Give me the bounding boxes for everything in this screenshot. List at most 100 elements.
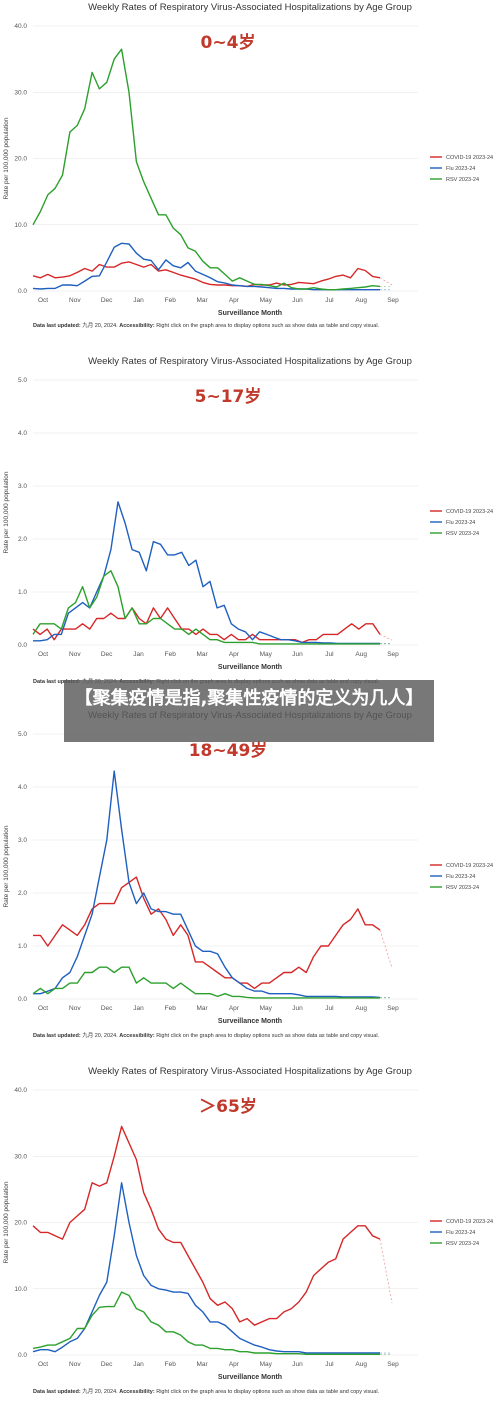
chart-title: Weekly Rates of Respiratory Virus-Associ… [88,2,412,13]
x-tick-label: Oct [38,1005,48,1012]
y-tick-label: 5.0 [18,377,27,384]
x-tick-label: Aug [355,651,367,658]
chart-footer-3: Data last updated: 九月 20, 2024. Accessib… [33,1031,379,1039]
x-tick-label: May [260,297,273,304]
legend-label: COVID-19 2023-24 [446,1219,493,1225]
x-tick-label: Nov [69,1361,81,1368]
series-line-1 [32,1125,381,1326]
series-line-3 [32,570,380,645]
x-tick-label: Oct [38,297,48,304]
y-tick-label: 30.0 [14,89,27,96]
x-tick-label: Apr [229,1361,240,1368]
legend-label: COVID-19 2023-24 [446,509,493,515]
chart-svg-2: Weekly Rates of Respiratory Virus-Associ… [3,356,493,671]
y-tick-label: 3.0 [18,483,27,490]
x-tick-label: May [260,1005,273,1012]
y-tick-label: 0.0 [18,1352,27,1359]
y-axis-label: Rate per 100,000 population [3,117,10,199]
x-tick-label: Sep [387,1005,399,1012]
x-tick-label: Oct [38,1361,48,1368]
x-tick-label: Feb [165,297,177,304]
y-tick-label: 2.0 [18,890,27,897]
legend-label: Flu 2023-24 [446,874,475,880]
y-tick-label: 0.0 [18,642,27,649]
chart-svg-4: Weekly Rates of Respiratory Virus-Associ… [3,1066,493,1381]
footer-access-label: Accessibility: [119,323,155,329]
legend-label: Flu 2023-24 [446,166,475,172]
y-tick-label: 1.0 [18,589,27,596]
x-tick-label: Dec [101,1005,113,1012]
age-group-label: 18~49岁 [189,740,268,761]
x-axis-label: Surveillance Month [218,1374,282,1381]
series-line-3 [32,1291,380,1355]
series-projection-1 [379,929,393,969]
y-tick-label: 20.0 [14,1220,27,1227]
x-axis-label: Surveillance Month [218,664,282,671]
x-tick-label: Jun [292,651,303,658]
x-tick-label: Jan [133,297,144,304]
chart-footer-1: Data last updated: 九月 20, 2024. Accessib… [33,321,379,329]
x-tick-label: Jul [325,651,334,658]
x-tick-label: Apr [229,651,240,658]
y-tick-label: 40.0 [14,23,27,30]
series-line-1 [33,876,381,990]
x-tick-label: May [260,651,273,658]
x-axis-label: Surveillance Month [218,310,282,317]
age-group-label: 5~17岁 [195,386,262,407]
x-tick-label: Jan [133,1361,144,1368]
series-line-2 [32,1182,380,1354]
footer-access-text: Right click on the graph area to display… [156,323,380,329]
legend-label: RSV 2023-24 [446,885,479,891]
x-tick-label: Dec [101,297,113,304]
series-line-1 [32,261,381,288]
footer-updated-label: Data last updated: [33,679,81,685]
x-tick-label: Jan [133,651,144,658]
x-tick-label: Dec [101,651,113,658]
legend-label: RSV 2023-24 [446,177,479,183]
x-tick-label: Aug [355,1005,367,1012]
footer-updated-value: 九月 20, 2024. [82,323,118,329]
x-tick-label: Aug [355,297,367,304]
x-tick-label: May [260,1361,273,1368]
x-tick-label: Jan [133,1005,144,1012]
y-axis-label: Rate per 100,000 population [3,1181,10,1263]
footer-updated-label: Data last updated: [33,1389,81,1395]
y-axis-label: Rate per 100,000 population [3,471,10,553]
series-projection-1 [379,634,393,641]
x-tick-label: Mar [196,651,208,658]
legend-label: RSV 2023-24 [446,1241,479,1247]
x-tick-label: Jun [292,1361,303,1368]
chart-panel-2: Weekly Rates of Respiratory Virus-Associ… [0,354,500,694]
chart-panel-4: Weekly Rates of Respiratory Virus-Associ… [0,1064,500,1404]
x-tick-label: Jul [325,1361,334,1368]
x-tick-label: Oct [38,651,48,658]
chart-svg-3: Weekly Rates of Respiratory Virus-Associ… [3,710,493,1025]
footer-updated-label: Data last updated: [33,323,81,329]
chart-panel-1: Weekly Rates of Respiratory Virus-Associ… [0,0,500,340]
y-tick-label: 10.0 [14,222,27,229]
footer-updated-value: 九月 20, 2024. [82,1033,118,1039]
age-group-label: 0~4岁 [201,32,256,53]
x-tick-label: Mar [196,1361,208,1368]
x-tick-label: Mar [196,1005,208,1012]
x-tick-label: Sep [387,651,399,658]
legend-label: Flu 2023-24 [446,1230,475,1236]
y-tick-label: 5.0 [18,731,27,738]
age-group-label: ＞65岁 [199,1096,257,1117]
series-line-2 [33,501,380,645]
x-tick-label: Jul [325,1005,334,1012]
footer-updated-label: Data last updated: [33,1033,81,1039]
series-line-3 [32,48,381,291]
y-tick-label: 20.0 [14,156,27,163]
x-tick-label: Apr [229,1005,240,1012]
legend-label: RSV 2023-24 [446,531,479,537]
series-line-3 [32,966,380,999]
x-tick-label: Jul [325,297,334,304]
legend-label: Flu 2023-24 [446,520,475,526]
footer-access-label: Accessibility: [119,1389,155,1395]
y-tick-label: 10.0 [14,1286,27,1293]
footer-access-text: Right click on the graph area to display… [156,1033,380,1039]
footer-access-text: Right click on the graph area to display… [156,1389,380,1395]
chart-footer-4: Data last updated: 九月 20, 2024. Accessib… [33,1387,379,1395]
y-tick-label: 0.0 [18,288,27,295]
